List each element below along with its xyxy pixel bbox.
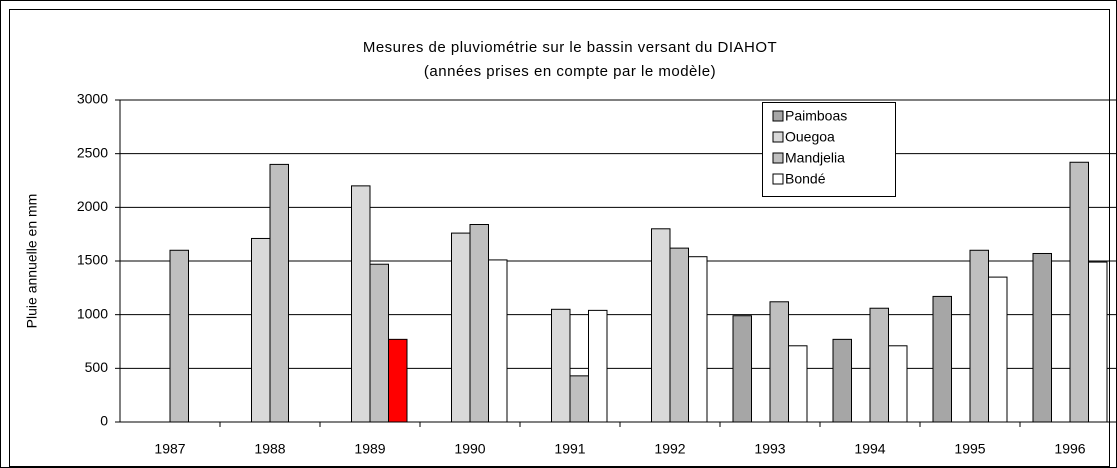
legend-label: Mandjelia	[785, 150, 845, 166]
bar	[569, 375, 589, 423]
legend-box	[762, 102, 896, 197]
x-tick-label: 1988	[254, 441, 285, 457]
bar	[169, 249, 189, 423]
bar	[369, 263, 389, 423]
bar	[869, 307, 889, 423]
bar	[488, 259, 508, 423]
bar	[588, 309, 608, 423]
chart-title: Mesures de pluviométrie sur le bassin ve…	[363, 39, 777, 56]
y-axis-label: Pluie annuelle en mm	[24, 194, 40, 329]
bar	[888, 345, 908, 423]
bar	[688, 256, 708, 423]
y-tick-label: 3000	[77, 91, 108, 107]
y-tick-label: 2500	[77, 144, 108, 160]
bar	[732, 315, 752, 423]
bar	[269, 163, 289, 423]
bar	[1088, 261, 1108, 423]
bar	[769, 301, 789, 423]
legend-swatch	[772, 110, 784, 122]
bar	[451, 232, 471, 423]
legend-label: Bondé	[785, 171, 826, 187]
x-tick-label: 1994	[854, 441, 885, 457]
x-tick-label: 1987	[154, 441, 185, 457]
x-tick-label: 1993	[754, 441, 785, 457]
x-tick-label: 1990	[454, 441, 485, 457]
legend-label: Ouegoa	[785, 129, 835, 145]
bar	[651, 228, 671, 423]
bar	[388, 338, 408, 423]
bar	[1032, 252, 1052, 423]
y-tick-label: 2000	[77, 198, 108, 214]
bar	[788, 345, 808, 423]
x-tick-label: 1991	[554, 441, 585, 457]
bar	[988, 276, 1008, 423]
chart-area	[9, 9, 1110, 467]
bar	[969, 249, 989, 423]
legend-label: Paimboas	[785, 108, 847, 124]
x-tick-label: 1992	[654, 441, 685, 457]
x-tick-label: 1989	[354, 441, 385, 457]
legend-swatch	[772, 173, 784, 185]
y-tick-label: 500	[85, 359, 109, 375]
bar	[351, 185, 371, 423]
bar	[1069, 161, 1089, 423]
x-tick-label: 1996	[1054, 441, 1085, 457]
bar	[469, 224, 489, 423]
bar	[251, 237, 271, 423]
chart-subtitle: (années prises en compte par le modèle)	[424, 63, 716, 80]
y-tick-label: 1000	[77, 305, 108, 321]
legend-swatch	[772, 152, 784, 164]
bar	[551, 308, 571, 423]
bar	[832, 338, 852, 423]
x-tick-label: 1995	[954, 441, 985, 457]
y-tick-label: 1500	[77, 252, 108, 268]
legend-swatch	[772, 131, 784, 143]
bar	[932, 295, 952, 423]
bar	[669, 247, 689, 423]
y-tick-label: 0	[100, 413, 108, 429]
